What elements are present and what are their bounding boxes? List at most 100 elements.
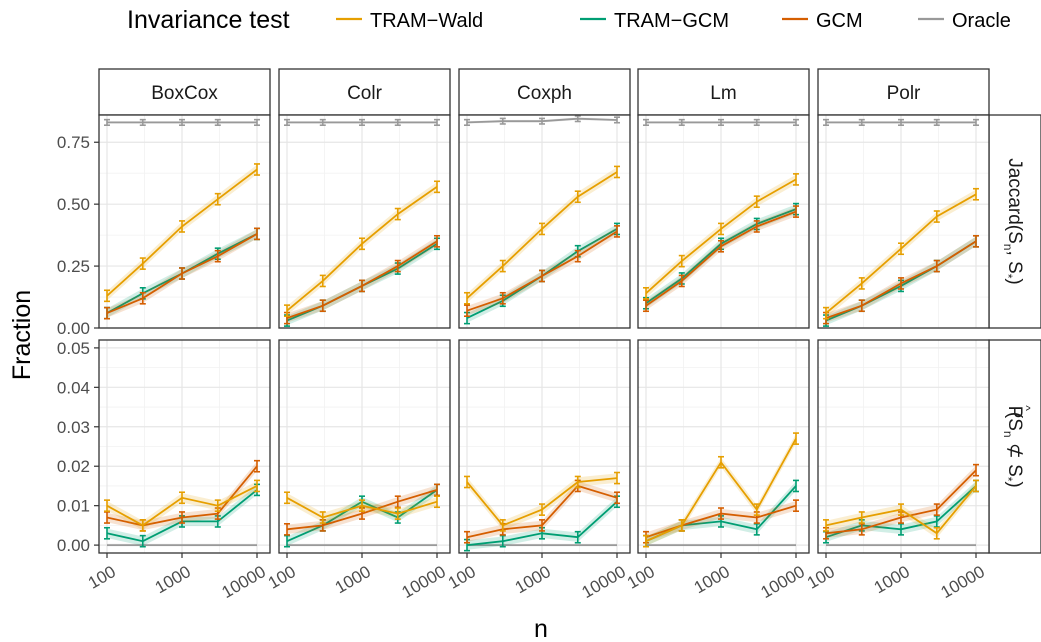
series-oracle [467,543,617,547]
errorbar-tram-wald [823,306,829,320]
errorbar-tram-wald [793,432,799,445]
errorbar-tram-wald [214,499,221,513]
strip-lm: Lm [637,68,810,116]
y-axis-row-0: 0.00 0.25 0.50 0.75 [57,133,99,338]
errorbar-oracle [254,118,260,126]
y-tick-label: 0.05 [57,339,90,358]
errorbar-gcm [214,249,221,263]
errorbar-oracle [823,118,829,126]
errorbar-oracle [539,117,545,125]
ribbon-tram-gcm [826,236,976,326]
errorbar-tram-wald [539,503,545,516]
ribbon-tram-gcm [107,485,257,546]
errorbar-tram-wald [284,304,290,318]
ribbon-tram-gcm [646,481,796,546]
row-label-part: ) [1004,278,1025,284]
y-tick-label: 0.00 [57,536,90,555]
errorbar-tram-wald [179,491,185,505]
errorbar-tram-wald [753,195,760,209]
panel-border [278,339,451,554]
series-oracle [826,543,976,547]
errorbar-gcm [933,259,940,273]
y-tick-label: 0.00 [57,319,90,338]
errorbar-tram-wald [678,519,685,532]
panel-border [637,339,810,554]
errorbar-tram-wald [319,511,326,524]
panel-border [278,114,451,329]
errorbar-tram-wald [753,503,760,516]
series-tram-wald [464,165,620,305]
ribbon-gcm [287,236,437,323]
errorbar-gcm [718,507,724,520]
errorbar-gcm [319,299,326,313]
errorbar-gcm [793,499,799,513]
row-label-hat: ^ [1019,405,1033,411]
row-label-sub: n [1001,431,1015,438]
strip-polr: Polr [817,68,990,116]
errorbar-tram-wald [359,499,365,513]
errorbar-oracle [499,117,506,125]
strip-label-colr: Colr [347,83,383,104]
panel-border [458,114,631,329]
errorbar-oracle [179,118,185,126]
errorbar-gcm [793,205,799,218]
errorbar-oracle [319,118,326,126]
errorbar-oracle [464,118,470,126]
errorbar-gcm [678,274,685,288]
x-axis-title: n [534,615,548,642]
strip-box [98,68,271,116]
errorbar-oracle [718,118,724,126]
errorbar-tram-wald [499,519,506,532]
errorbar-gcm [464,530,470,544]
panel-colr-row-0 [278,114,451,329]
legend-label-tram-wald: TRAM−Wald [370,10,483,32]
errorbar-oracle [434,118,440,126]
legend-label-oracle: Oracle [952,10,1011,32]
series-oracle [646,543,796,547]
errorbar-gcm [284,522,290,536]
y-tick-label: 0.02 [57,457,90,476]
errorbar-tram-wald [104,499,110,513]
y-tick-label: 0.01 [57,497,90,516]
panel-coxph-row-1 [458,339,631,554]
panel-border [98,339,271,554]
y-axis-title: Fraction [8,290,36,380]
errorbar-tram-wald [793,173,799,186]
errorbar-tram-wald [718,455,724,469]
series-tram-wald [643,432,799,548]
panel-background [818,115,989,328]
errorbar-tram-wald [359,237,365,251]
errorbar-oracle [214,118,221,126]
errorbar-oracle [643,118,649,126]
errorbar-tram-wald [574,190,581,204]
legend-label-tram-gcm: TRAM−GCM [614,10,729,32]
row-label-part: ) [1004,481,1025,487]
errorbar-gcm [464,304,470,318]
errorbar-tram-wald [139,257,146,270]
errorbar-tram-wald [254,479,260,493]
row-strip-box [988,114,1041,329]
errorbar-oracle [394,118,401,126]
ribbon-tram-wald [826,189,976,318]
panel-boxcox-row-1 [98,339,271,554]
strip-box [278,68,451,116]
row-label-part: P [1004,406,1025,419]
series-tram-wald [823,479,979,540]
errorbar-oracle [973,118,979,126]
series-tram-wald [823,187,979,320]
errorbar-tram-wald [539,222,545,236]
row-label-part: Jaccard(S [1004,158,1025,244]
errorbar-oracle [104,118,110,126]
series-tram-wald [464,471,620,532]
errorbar-gcm [139,291,146,305]
errorbar-tram-wald [898,242,904,256]
series-tram-wald [104,479,260,532]
strip-box [637,68,810,116]
errorbar-tram-wald [933,526,940,540]
ribbon-tram-wald [287,182,437,316]
panel-lm-row-0 [637,114,810,329]
errorbar-tram-wald [434,495,440,509]
y-tick-label: 0.50 [57,195,90,214]
errorbar-oracle [753,118,760,126]
